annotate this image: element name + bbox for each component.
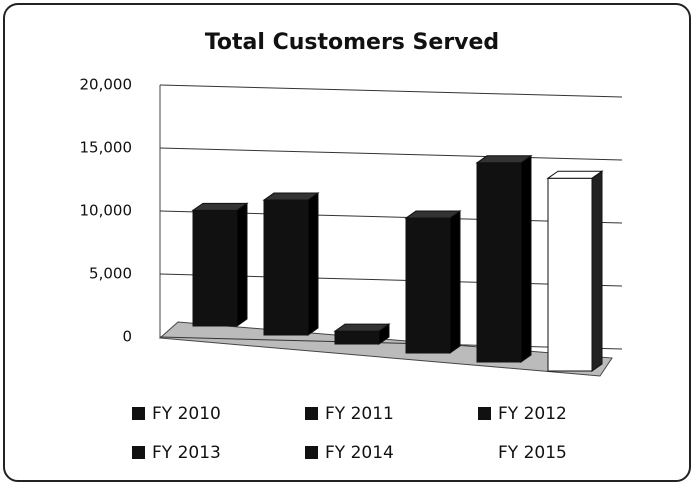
- bar-face: [449, 210, 461, 354]
- bar: [333, 323, 391, 345]
- bar-face: [405, 217, 451, 354]
- bar-face: [547, 177, 593, 372]
- legend-label: FY 2013: [152, 443, 221, 463]
- bar-face: [263, 199, 309, 336]
- legend-label: FY 2012: [498, 404, 567, 424]
- bar-face: [262, 192, 320, 201]
- grid-line: [159, 147, 623, 161]
- y-tick-label: 20,000: [80, 76, 133, 94]
- legend-label: FY 2015: [498, 443, 567, 463]
- y-tick-label: 15,000: [80, 139, 133, 157]
- legend-swatch: [305, 446, 318, 459]
- y-tick-label: 5,000: [89, 265, 132, 283]
- grid-line: [159, 84, 623, 98]
- bar-face: [333, 323, 391, 332]
- bar: [404, 210, 462, 354]
- legend-swatch: [478, 407, 491, 420]
- legend-label: FY 2011: [325, 404, 394, 424]
- legend-swatch: [305, 407, 318, 420]
- chart-title: Total Customers Served: [205, 30, 499, 55]
- bar-face: [191, 202, 249, 211]
- bar-face: [476, 162, 522, 363]
- legend-swatch: [132, 446, 145, 459]
- bar-face: [475, 155, 533, 164]
- bar: [546, 170, 604, 372]
- y-tick-label: 10,000: [80, 202, 133, 220]
- legend-label: FY 2014: [325, 443, 394, 463]
- grid-line: [159, 336, 623, 350]
- bar-face: [520, 154, 532, 363]
- legend-label: FY 2010: [152, 404, 221, 424]
- legend-swatch: [478, 446, 491, 459]
- bar-face: [334, 330, 380, 345]
- bar-face: [591, 170, 603, 372]
- legend-swatch: [132, 407, 145, 420]
- bar: [191, 202, 249, 327]
- bar-face: [404, 210, 462, 219]
- bar-face: [307, 192, 319, 336]
- bar-face: [192, 209, 238, 327]
- bar: [262, 192, 320, 336]
- bar-face: [236, 202, 248, 327]
- bar: [475, 154, 533, 363]
- y-tick-label: 0: [122, 328, 132, 346]
- bar-face: [546, 170, 604, 179]
